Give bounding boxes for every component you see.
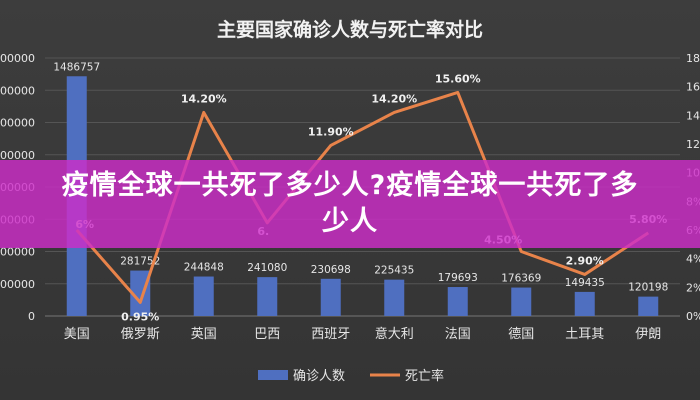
right-axis-tick-label: 4% [686,253,700,266]
right-axis-tick-label: 2% [686,281,700,294]
bar-data-label: 1486757 [53,61,100,73]
right-axis-tick-label: 16% [686,81,700,94]
overlay-banner: 疫情全球一共死了多少人?疫情全球一共死了多少人 [0,160,700,248]
line-data-label: 11.90% [308,125,354,138]
category-label: 俄罗斯 [121,327,160,342]
line-data-label: 2.90% [566,254,604,267]
category-label: 意大利 [375,326,414,342]
left-axis-tick-label: 1600000 [0,52,35,65]
line-data-label: 14.20% [371,92,417,105]
bar-data-label: 149435 [565,277,605,289]
banner-text: 疫情全球一共死了多少人?疫情全球一共死了多少人 [61,170,639,237]
bar-data-label: 241080 [247,262,287,274]
bar-confirmed [574,291,595,316]
chart-title: 主要国家确诊人数与死亡率对比 [217,18,483,41]
right-axis-tick-label: 12% [686,138,700,151]
bar-data-label: 120198 [628,282,668,294]
category-label: 德国 [508,327,534,342]
bar-confirmed [257,277,278,316]
right-axis-tick-label: 18 [686,52,700,65]
left-axis-tick-label: 1400000 [0,84,35,97]
left-axis-tick-label: 0 [28,310,35,323]
category-label: 英国 [191,327,217,342]
category-label: 土耳其 [565,327,604,342]
left-axis-tick-label: 200000 [0,278,35,291]
category-label: 西班牙 [311,327,350,342]
bar-confirmed [130,270,151,316]
right-axis-tick-label: 14% [686,109,700,122]
line-data-label: 15.60% [435,72,481,85]
bar-confirmed [511,287,532,316]
bar-confirmed [320,278,341,316]
category-label: 伊朗 [635,327,661,342]
bar-data-label: 179693 [438,272,478,284]
right-axis-tick-label: 0% [686,310,700,323]
bar-confirmed [193,276,214,316]
bar-data-label: 281752 [120,256,160,268]
left-axis-tick-label: 1000000 [0,149,35,162]
legend-line-label: 死亡率 [405,368,444,384]
bar-data-label: 230698 [311,264,351,276]
line-data-label: 14.20% [181,92,227,105]
left-axis-tick-label: 1200000 [0,117,35,130]
bar-data-label: 225435 [374,265,414,277]
category-label: 美国 [64,327,90,342]
line-data-label: 0.95% [121,310,159,323]
bar-confirmed [638,296,659,316]
category-label: 法国 [445,327,471,342]
category-label: 巴西 [254,327,280,342]
bar-confirmed [447,287,468,316]
bar-data-label: 244848 [184,262,224,274]
left-axis-tick-label: 400000 [0,246,35,259]
bar-confirmed [384,279,405,316]
legend-bar-swatch [258,370,288,380]
legend-bar-label: 确诊人数 [293,369,345,384]
bar-data-label: 176369 [501,273,541,285]
